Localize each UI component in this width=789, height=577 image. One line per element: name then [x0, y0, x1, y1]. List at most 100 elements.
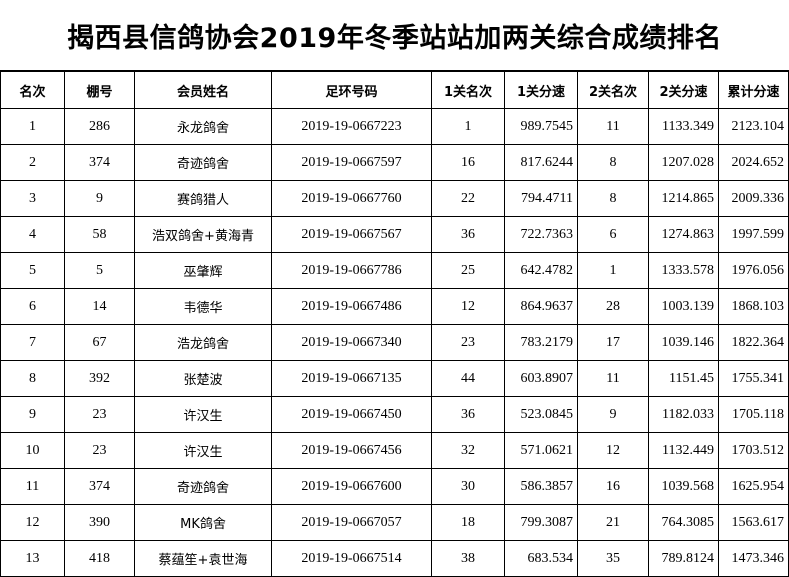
cell-race2-rank: 9	[577, 396, 649, 433]
cell-total-speed: 1822.364	[718, 324, 789, 361]
cell-total-speed: 1997.599	[718, 216, 789, 253]
cell-race2-speed: 789.8124	[648, 540, 719, 577]
cell-loft-number: 418	[64, 540, 135, 577]
ranking-table: 名次 棚号 会员姓名 足环号码 1关名次 1关分速 2关名次 2关分速 累计分速…	[0, 71, 789, 577]
header-rank: 名次	[0, 71, 65, 109]
cell-ring-number: 2019-19-0667514	[271, 540, 432, 577]
cell-race2-speed: 1182.033	[648, 396, 719, 433]
cell-race1-speed: 989.7545	[504, 108, 578, 145]
cell-ring-number: 2019-19-0667567	[271, 216, 432, 253]
cell-race2-rank: 11	[577, 108, 649, 145]
cell-race2-speed: 1151.45	[648, 360, 719, 397]
cell-race2-speed: 1132.449	[648, 432, 719, 469]
table-row: 2 374 奇迹鸽舍 2019-19-0667597 16 817.6244 8 1207.0…	[0, 144, 789, 181]
cell-ring-number: 2019-19-0667223	[271, 108, 432, 145]
cell-race1-speed: 571.0621	[504, 432, 578, 469]
cell-race1-speed: 523.0845	[504, 396, 578, 433]
cell-ring-number: 2019-19-0667450	[271, 396, 432, 433]
cell-race1-speed: 783.2179	[504, 324, 578, 361]
cell-member-name: 永龙鸽舍	[134, 108, 272, 145]
cell-loft-number: 14	[64, 288, 135, 325]
cell-loft-number: 374	[64, 144, 135, 181]
cell-race2-speed: 1214.865	[648, 180, 719, 217]
header-row: 名次 棚号 会员姓名 足环号码 1关名次 1关分速 2关名次 2关分速 累计分速	[0, 71, 789, 109]
header-loft-number: 棚号	[64, 71, 135, 109]
cell-rank: 4	[0, 216, 65, 253]
cell-member-name: 浩双鸽舍+黄海青	[134, 216, 272, 253]
cell-race1-speed: 794.4711	[504, 180, 578, 217]
cell-rank: 12	[0, 504, 65, 541]
table-row: 5 5 巫肇辉 2019-19-0667786 25 642.4782 1 1333.578 1…	[0, 252, 789, 289]
cell-race2-speed: 1133.349	[648, 108, 719, 145]
cell-race1-rank: 1	[431, 108, 505, 145]
cell-total-speed: 1705.118	[718, 396, 789, 433]
cell-race1-speed: 586.3857	[504, 468, 578, 505]
cell-loft-number: 23	[64, 432, 135, 469]
cell-total-speed: 2009.336	[718, 180, 789, 217]
cell-loft-number: 58	[64, 216, 135, 253]
table-row: 4 58 浩双鸽舍+黄海青 2019-19-0667567 36 722.7363 6 127…	[0, 216, 789, 253]
cell-race1-rank: 18	[431, 504, 505, 541]
table-row: 8 392 张楚波 2019-19-0667135 44 603.8907 11 1151.4…	[0, 360, 789, 397]
cell-race1-speed: 683.534	[504, 540, 578, 577]
cell-rank: 11	[0, 468, 65, 505]
cell-race1-rank: 16	[431, 144, 505, 181]
header-total-speed: 累计分速	[718, 71, 789, 109]
cell-race1-speed: 864.9637	[504, 288, 578, 325]
cell-race2-rank: 21	[577, 504, 649, 541]
header-race2-rank: 2关名次	[577, 71, 649, 109]
cell-loft-number: 5	[64, 252, 135, 289]
cell-total-speed: 1703.512	[718, 432, 789, 469]
cell-race1-rank: 25	[431, 252, 505, 289]
table-row: 7 67 浩龙鸽舍 2019-19-0667340 23 783.2179 17 1039.1…	[0, 324, 789, 361]
cell-race2-speed: 1274.863	[648, 216, 719, 253]
cell-rank: 9	[0, 396, 65, 433]
table-row: 12 390 MK鸽舍 2019-19-0667057 18 799.3087 21 764.…	[0, 504, 789, 541]
cell-rank: 7	[0, 324, 65, 361]
cell-member-name: MK鸽舍	[134, 504, 272, 541]
cell-race2-rank: 28	[577, 288, 649, 325]
cell-member-name: 赛鸽猎人	[134, 180, 272, 217]
cell-total-speed: 1976.056	[718, 252, 789, 289]
cell-total-speed: 1563.617	[718, 504, 789, 541]
cell-race2-speed: 1003.139	[648, 288, 719, 325]
cell-total-speed: 2123.104	[718, 108, 789, 145]
cell-loft-number: 67	[64, 324, 135, 361]
cell-race2-rank: 16	[577, 468, 649, 505]
cell-ring-number: 2019-19-0667135	[271, 360, 432, 397]
table-row: 13 418 蔡蕴笙+袁世海 2019-19-0667514 38 683.534 35 78…	[0, 540, 789, 577]
table-row: 6 14 韦德华 2019-19-0667486 12 864.9637 28 1003.13…	[0, 288, 789, 325]
header-member-name: 会员姓名	[134, 71, 272, 109]
cell-race2-speed: 1039.568	[648, 468, 719, 505]
cell-total-speed: 1868.103	[718, 288, 789, 325]
cell-loft-number: 374	[64, 468, 135, 505]
header-ring-number: 足环号码	[271, 71, 432, 109]
cell-loft-number: 9	[64, 180, 135, 217]
cell-member-name: 巫肇辉	[134, 252, 272, 289]
cell-rank: 10	[0, 432, 65, 469]
cell-ring-number: 2019-19-0667456	[271, 432, 432, 469]
cell-race1-rank: 22	[431, 180, 505, 217]
cell-rank: 13	[0, 540, 65, 577]
header-race1-speed: 1关分速	[504, 71, 578, 109]
cell-loft-number: 390	[64, 504, 135, 541]
cell-total-speed: 2024.652	[718, 144, 789, 181]
cell-member-name: 蔡蕴笙+袁世海	[134, 540, 272, 577]
cell-race1-speed: 642.4782	[504, 252, 578, 289]
cell-race1-speed: 722.7363	[504, 216, 578, 253]
cell-rank: 5	[0, 252, 65, 289]
cell-member-name: 许汉生	[134, 396, 272, 433]
cell-race1-rank: 36	[431, 216, 505, 253]
table-row: 3 9 赛鸽猎人 2019-19-0667760 22 794.4711 8 1214.865…	[0, 180, 789, 217]
header-race2-speed: 2关分速	[648, 71, 719, 109]
sheet-title: 揭西县信鸽协会2019年冬季站站加两关综合成绩排名	[0, 0, 789, 71]
cell-race2-rank: 1	[577, 252, 649, 289]
cell-race2-rank: 8	[577, 144, 649, 181]
cell-member-name: 奇迹鸽舍	[134, 468, 272, 505]
cell-race2-rank: 11	[577, 360, 649, 397]
cell-ring-number: 2019-19-0667486	[271, 288, 432, 325]
cell-race1-speed: 603.8907	[504, 360, 578, 397]
cell-race1-rank: 23	[431, 324, 505, 361]
cell-race1-rank: 12	[431, 288, 505, 325]
